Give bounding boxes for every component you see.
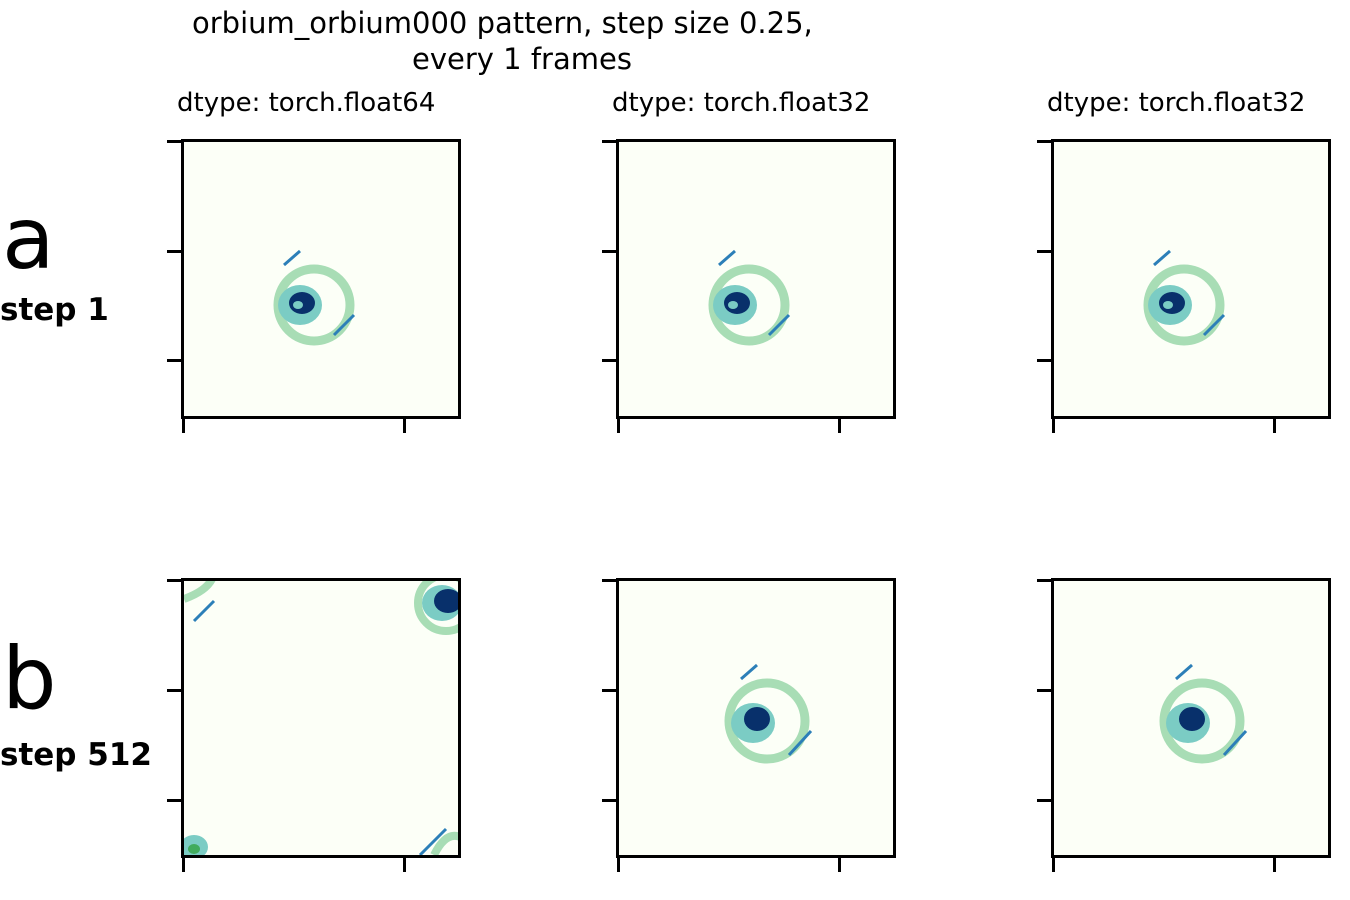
orbium-pattern-centered	[1143, 249, 1226, 346]
y-tick	[1037, 359, 1051, 362]
row-letter-a: a	[2, 189, 55, 289]
y-tick	[167, 250, 181, 253]
panel-subtitle-col3: dtype: torch.float32	[1047, 88, 1306, 118]
x-tick	[838, 858, 841, 872]
y-tick	[167, 689, 181, 692]
orbium-pattern-centered	[724, 663, 813, 764]
figure-title-clip: orbium_orbium000 pattern, step size 0.25…	[0, 4, 918, 44]
panel-b-col3	[1051, 578, 1331, 858]
y-tick	[167, 140, 181, 143]
orbium-pattern-centered	[1159, 663, 1248, 764]
y-tick	[167, 359, 181, 362]
x-tick	[1273, 419, 1276, 433]
x-tick	[838, 419, 841, 433]
y-tick	[167, 579, 181, 582]
row-label-step-512: step 512	[0, 737, 152, 773]
x-tick	[1273, 858, 1276, 872]
y-tick	[602, 250, 616, 253]
orbium-pattern-centered	[708, 249, 791, 346]
x-tick	[403, 419, 406, 433]
panel-a-col1	[181, 139, 461, 419]
panel-a-col3	[1051, 139, 1331, 419]
orbium-pattern-centered	[273, 249, 356, 346]
y-tick	[1037, 579, 1051, 582]
panel-b-col1	[181, 578, 461, 858]
y-tick	[1037, 140, 1051, 143]
panel-a-col2	[616, 139, 896, 419]
x-tick	[617, 419, 620, 433]
y-tick	[602, 579, 616, 582]
y-tick	[602, 799, 616, 802]
y-tick	[602, 140, 616, 143]
x-tick	[182, 419, 185, 433]
row-label-step-1: step 1	[0, 292, 109, 328]
x-tick	[1052, 858, 1055, 872]
panel-subtitle-col1: dtype: torch.float64	[177, 88, 436, 118]
x-tick	[617, 858, 620, 872]
figure-title-line2: every 1 frames	[412, 42, 632, 76]
x-tick	[1052, 419, 1055, 433]
y-tick	[1037, 799, 1051, 802]
y-tick	[1037, 689, 1051, 692]
y-tick	[167, 799, 181, 802]
orbium-pattern-wrapped	[184, 581, 458, 855]
y-tick	[1037, 250, 1051, 253]
x-tick	[403, 858, 406, 872]
panel-b-col2	[616, 578, 896, 858]
figure-title-line1: orbium_orbium000 pattern, step size 0.25…	[192, 6, 813, 40]
panel-subtitle-col2: dtype: torch.float32	[612, 88, 871, 118]
y-tick	[602, 359, 616, 362]
y-tick	[602, 689, 616, 692]
row-letter-b: b	[2, 629, 57, 729]
x-tick	[182, 858, 185, 872]
